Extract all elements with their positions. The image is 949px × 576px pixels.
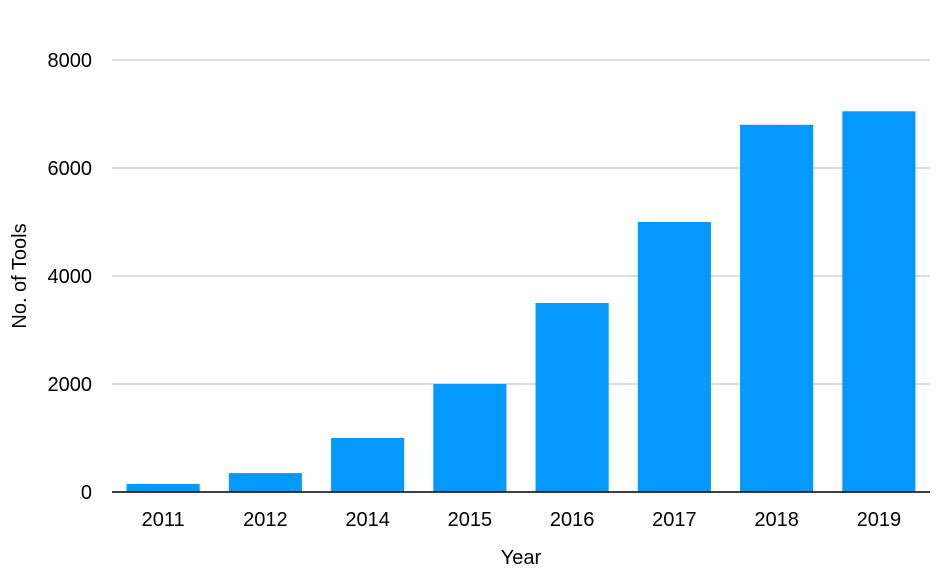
bar-2012: [228, 473, 302, 492]
bar-2016: [535, 303, 609, 492]
bar-2014: [331, 438, 405, 492]
bar-2011: [126, 483, 200, 492]
bar-2015: [433, 384, 507, 492]
bars: [126, 111, 916, 493]
x-tick-label: 2016: [550, 509, 595, 531]
y-axis-title: No. of Tools: [9, 223, 31, 328]
y-tick-label: 0: [81, 482, 92, 504]
bar-2018: [740, 124, 814, 493]
x-tick-label: 2015: [448, 509, 493, 531]
x-tick-label: 2019: [857, 509, 902, 531]
y-tick-labels: 0 2000 4000 6000 8000: [48, 50, 93, 504]
y-tick-label: 4000: [48, 266, 93, 288]
y-tick-label: 8000: [48, 50, 93, 72]
y-tick-label: 2000: [48, 374, 93, 396]
x-tick-label: 2012: [243, 509, 288, 531]
x-axis-title: Year: [501, 547, 542, 569]
x-tick-label: 2018: [754, 509, 799, 531]
x-tick-labels: 2011 2012 2014 2015 2016 2017 2018 2019: [142, 509, 902, 531]
y-tick-label: 6000: [48, 158, 93, 180]
x-tick-label: 2017: [652, 509, 697, 531]
bar-2017: [637, 222, 711, 492]
bar-2019: [842, 111, 916, 493]
x-tick-label: 2014: [345, 509, 390, 531]
x-tick-label: 2011: [142, 509, 185, 531]
